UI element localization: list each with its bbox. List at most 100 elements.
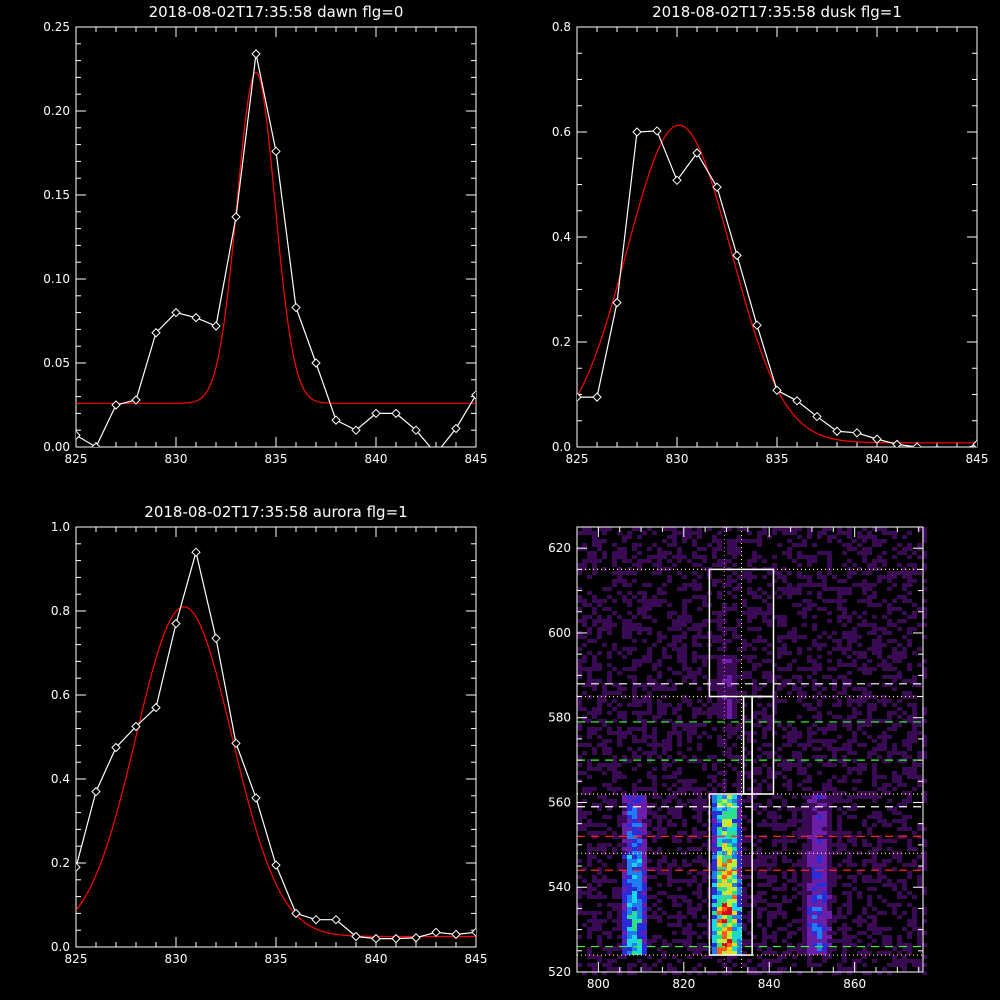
heatmap-cell — [697, 723, 702, 727]
x-tick-label: 835 — [265, 452, 288, 466]
heatmap-cell — [782, 551, 787, 555]
heatmap-cell — [727, 943, 732, 947]
heatmap-cell — [887, 655, 892, 659]
heatmap-cell — [817, 847, 822, 851]
heatmap-cell — [717, 771, 722, 775]
heatmap-cell — [647, 527, 652, 531]
heatmap-cell — [907, 547, 912, 551]
heatmap-cell — [902, 955, 907, 959]
heatmap-cell — [607, 935, 612, 939]
heatmap-cell — [627, 611, 632, 615]
heatmap-cell — [637, 935, 642, 939]
data-point — [311, 914, 321, 925]
heatmap-cell — [587, 631, 592, 635]
heatmap-cell — [897, 943, 902, 947]
heatmap-cell — [592, 571, 597, 575]
heatmap-cell — [837, 615, 842, 619]
heatmap-cell — [792, 919, 797, 923]
heatmap-cell — [762, 731, 767, 735]
heatmap-cell — [857, 727, 862, 731]
data-point — [111, 742, 121, 753]
heatmap-cell — [902, 767, 907, 771]
heatmap-cell — [802, 851, 807, 855]
heatmap-cell — [642, 835, 647, 839]
heatmap-cell — [762, 891, 767, 895]
heatmap-cell — [887, 727, 892, 731]
heatmap-cell — [882, 899, 887, 903]
heatmap-cell — [697, 671, 702, 675]
heatmap-cell — [592, 875, 597, 879]
heatmap-cell — [817, 903, 822, 907]
heatmap-cell — [702, 711, 707, 715]
heatmap-cell — [687, 871, 692, 875]
heatmap-cell — [627, 931, 632, 935]
heatmap-cell — [632, 627, 637, 631]
heatmap-cell — [917, 647, 922, 651]
y-tick-label: 0.00 — [43, 440, 70, 454]
heatmap-cell — [872, 751, 877, 755]
heatmap-cell — [872, 863, 877, 867]
heatmap-cell — [732, 551, 737, 555]
heatmap-cell — [677, 915, 682, 919]
heatmap-cell — [857, 567, 862, 571]
heatmap-cell — [802, 667, 807, 671]
heatmap-cell — [642, 655, 647, 659]
heatmap-cell — [662, 743, 667, 747]
heatmap-cell — [792, 527, 797, 531]
heatmap-cell — [822, 631, 827, 635]
heatmap-cell — [782, 887, 787, 891]
heatmap-cell — [797, 679, 802, 683]
data-point — [371, 933, 381, 944]
heatmap-cell — [587, 763, 592, 767]
heatmap-cell — [722, 803, 727, 807]
heatmap-cell — [802, 539, 807, 543]
heatmap-cell — [817, 815, 822, 819]
heatmap-cell — [587, 947, 592, 951]
heatmap-cell — [797, 783, 802, 787]
heatmap-cell — [907, 863, 912, 867]
heatmap-cell — [902, 895, 907, 899]
heatmap-cell — [832, 795, 837, 799]
heatmap-cell — [712, 907, 717, 911]
heatmap-cell — [712, 911, 717, 915]
heatmap-cell — [737, 923, 742, 927]
heatmap-cell — [612, 571, 617, 575]
heatmap-cell — [877, 651, 882, 655]
heatmap-cell — [767, 755, 772, 759]
heatmap-cell — [777, 971, 782, 975]
heatmap-cell — [872, 559, 877, 563]
heatmap-cell — [897, 835, 902, 839]
heatmap-cell — [727, 707, 732, 711]
heatmap-cell — [837, 579, 842, 583]
heatmap-cell — [687, 943, 692, 947]
heatmap-cell — [737, 759, 742, 763]
heatmap-cell — [872, 867, 877, 871]
heatmap-cell — [922, 919, 927, 923]
heatmap-cell — [677, 887, 682, 891]
heatmap-cell — [792, 963, 797, 967]
heatmap-cell — [812, 615, 817, 619]
heatmap-cell — [882, 559, 887, 563]
heatmap-cell — [832, 879, 837, 883]
heatmap-cell — [917, 875, 922, 879]
heatmap-cell — [662, 759, 667, 763]
heatmap-cell — [802, 883, 807, 887]
x-tick-label: 845 — [465, 952, 488, 966]
heatmap-cell — [902, 583, 907, 587]
heatmap-cell — [672, 835, 677, 839]
heatmap-cell — [642, 531, 647, 535]
heatmap-cell — [892, 723, 897, 727]
heatmap-cell — [697, 951, 702, 955]
heatmap-cell — [882, 943, 887, 947]
heatmap-cell — [867, 703, 872, 707]
heatmap-cell — [782, 875, 787, 879]
heatmap-cell — [817, 919, 822, 923]
heatmap-cell — [777, 647, 782, 651]
heatmap-cell — [677, 779, 682, 783]
heatmap-cell — [657, 891, 662, 895]
heatmap-cell — [782, 799, 787, 803]
heatmap-cell — [687, 527, 692, 531]
heatmap-cell — [727, 751, 732, 755]
heatmap-cell — [697, 535, 702, 539]
heatmap-cell — [657, 555, 662, 559]
